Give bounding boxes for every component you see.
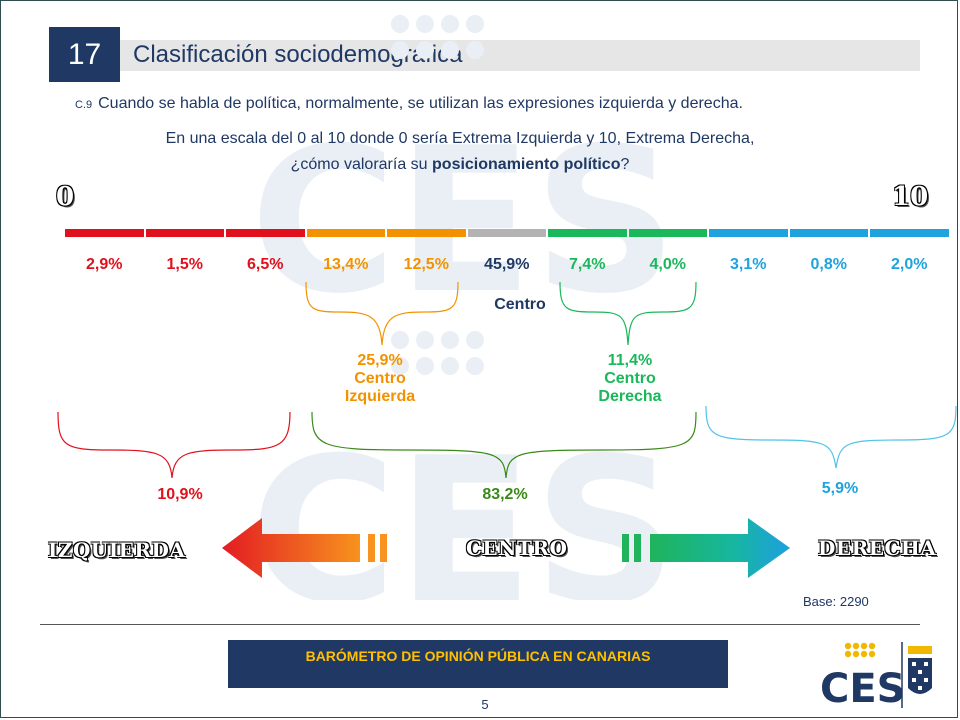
scale-segment-2 <box>226 229 305 237</box>
svg-text:CES: CES <box>250 415 670 600</box>
brace-izquierda <box>57 411 291 479</box>
centro-derecha-group: 11,4% Centro Derecha <box>570 352 690 406</box>
arrow-right-bar-2 <box>634 534 641 562</box>
centro-derecha-line2: Derecha <box>598 388 662 405</box>
scale-value-9: 0,8% <box>810 256 847 273</box>
centro-izquierda-group: 25,9% Centro Izquierda <box>320 352 440 406</box>
scale-segment-6 <box>548 229 627 237</box>
question-line-2: En una escala del 0 al 10 donde 0 sería … <box>165 130 755 147</box>
footer-banner-text: BARÓMETRO DE OPINIÓN PÚBLICA EN CANARIAS <box>305 648 651 664</box>
scale-segment-9 <box>789 229 868 237</box>
ces-watermark: CES CES <box>250 15 670 600</box>
scale-segment-1 <box>145 229 224 237</box>
scale-segment-10 <box>870 229 949 237</box>
page-number: 5 <box>481 697 489 712</box>
scale-value-7: 4,0% <box>649 256 686 273</box>
question-line-1: C.9 Cuando se habla de política, normalme… <box>75 95 743 113</box>
scale-value-8: 3,1% <box>730 256 767 273</box>
question-code: C.9 <box>75 99 93 111</box>
centro-total: 83,2% <box>482 486 528 503</box>
scale-value-6: 7,4% <box>569 256 606 273</box>
title-band <box>120 40 920 71</box>
brace-centro-derecha <box>559 281 697 346</box>
centro-izquierda-line2: Izquierda <box>344 388 416 405</box>
centro-arrow-label: CENTRO <box>466 536 568 560</box>
scale-value-5: 45,9% <box>484 256 530 273</box>
scale-max-label: 10 <box>892 182 929 212</box>
centro-derecha-value: 11,4% <box>607 352 653 369</box>
arrow-left-bar-2 <box>380 534 387 562</box>
brace-centro <box>311 411 697 479</box>
question-line-3: ¿cómo valoraría su posicionamiento polít… <box>0 156 920 174</box>
arrow-right-bar-1 <box>622 534 629 562</box>
question-text-3-pre: ¿cómo valoraría su <box>290 156 433 173</box>
scale-value-3: 13,4% <box>323 256 369 273</box>
izquierda-total: 10,9% <box>157 486 203 503</box>
scale-segment-8 <box>709 229 788 237</box>
centro-izquierda-value: 25,9% <box>357 352 403 369</box>
watermark-dots <box>391 15 484 59</box>
slide-number-badge: 17 <box>49 27 120 82</box>
scale-min-label: 0 <box>56 182 75 212</box>
scale-value-10: 2,0% <box>891 256 928 273</box>
question-text-1: Cuando se habla de política, normalmente… <box>98 95 743 112</box>
scale-segment-3 <box>306 229 385 237</box>
svg-text:CES: CES <box>250 105 670 338</box>
question-text-3-post: ? <box>620 156 630 173</box>
ces-logo-text: CES <box>820 666 906 710</box>
footer-divider <box>40 624 920 625</box>
derecha-total: 5,9% <box>821 480 859 497</box>
arrow-right-head <box>650 518 790 578</box>
centro-izquierda-line1: Centro <box>354 370 406 387</box>
scale-value-1: 1,5% <box>166 256 203 273</box>
question-text-3-bold: posicionamiento político <box>432 156 621 173</box>
izquierda-label: IZQUIERDA <box>48 538 186 562</box>
scale-value-0: 2,9% <box>86 256 123 273</box>
canarias-coat-of-arms-icon <box>908 646 932 694</box>
brace-derecha <box>705 405 957 469</box>
scale-value-4: 12,5% <box>403 256 449 273</box>
scale-value-2: 6,5% <box>247 256 284 273</box>
scale-segment-4 <box>387 229 466 237</box>
centro-derecha-line1: Centro <box>604 370 656 387</box>
centro-label: Centro <box>494 296 546 313</box>
footer-banner <box>228 640 728 688</box>
scale-segment-7 <box>628 229 707 237</box>
derecha-label: DERECHA <box>818 536 937 560</box>
base-count: Base: 2290 <box>803 594 869 609</box>
scale-segment-0 <box>65 229 144 237</box>
ces-logo: CES <box>820 642 932 710</box>
brace-centro-izquierda <box>305 281 459 346</box>
arrow-left-head <box>222 518 360 578</box>
arrow-left-bar-1 <box>368 534 375 562</box>
scale-segment-5 <box>467 229 546 237</box>
